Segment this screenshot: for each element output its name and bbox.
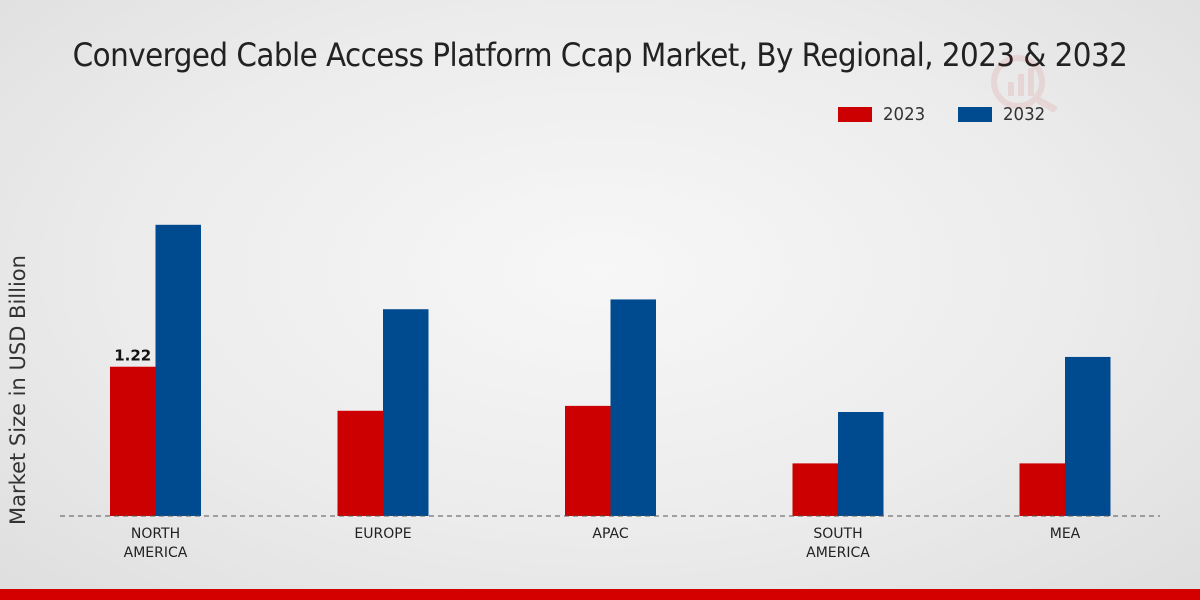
legend-label-2032: 2032 (1003, 104, 1046, 125)
bar-2032-1 (383, 309, 429, 516)
legend-item-2023: 2023 (838, 104, 929, 125)
bar-2023-3 (792, 463, 838, 516)
x-tick-label-3: SOUTH AMERICA (806, 526, 870, 561)
legend-label-2023: 2023 (883, 104, 926, 125)
x-tick-label-1: EUROPE (354, 526, 411, 542)
legend-swatch-2023 (838, 107, 872, 122)
x-tick-label-2: APAC (592, 526, 628, 542)
legend-item-2032: 2032 (958, 104, 1049, 125)
bar-2023-1 (337, 410, 383, 516)
footer-bar (0, 589, 1200, 600)
bar-2032-2 (610, 299, 656, 516)
legend-swatch-2032 (958, 107, 992, 122)
bar-2023-2 (565, 405, 611, 516)
bar-2032-3 (838, 412, 884, 516)
x-tick-label-0: NORTH AMERICA (124, 526, 188, 561)
bar-2023-4 (1019, 463, 1065, 516)
chart-title: Converged Cable Access Platform Ccap Mar… (72, 36, 1128, 74)
x-tick-label-4: MEA (1050, 526, 1081, 542)
bar-2032-4 (1065, 356, 1111, 516)
data-label-0: 1.22 (114, 347, 151, 365)
bar-2023-0 (110, 366, 156, 516)
bar-2032-0 (155, 224, 201, 517)
watermark-logo-icon (991, 55, 1058, 112)
